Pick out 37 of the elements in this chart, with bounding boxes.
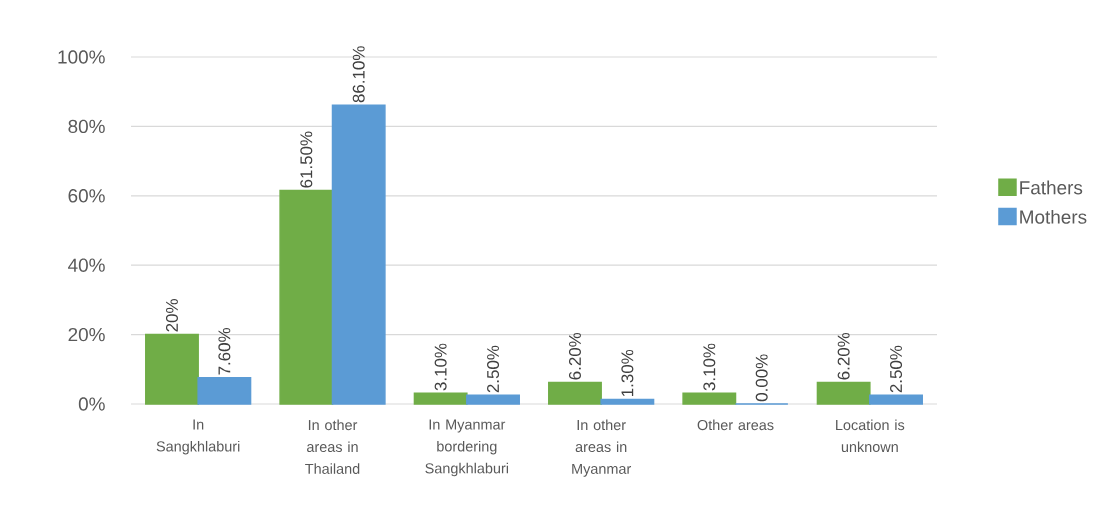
bar	[600, 398, 655, 405]
data-label: 86.10%	[352, 46, 365, 103]
bar	[466, 394, 520, 405]
x-tick-label: Location is unknown	[836, 419, 905, 453]
bar	[145, 333, 199, 405]
bar	[682, 392, 737, 405]
bar	[869, 394, 923, 405]
bar	[816, 381, 871, 405]
bar	[331, 104, 386, 405]
legend-label: Mothers	[1020, 209, 1087, 224]
data-label: 3.10%	[434, 343, 447, 391]
bar	[197, 376, 252, 405]
data-label: 7.60%	[218, 328, 231, 375]
y-tick-label: 60%	[68, 189, 105, 203]
y-tick-label: 100%	[58, 50, 105, 64]
x-tick-label: In Sangkhlaburi	[156, 419, 240, 455]
bar	[548, 381, 602, 405]
x-tick-label: In Myanmar bordering Sangkhlaburi	[425, 419, 508, 477]
y-tick-label: 80%	[68, 119, 105, 134]
bar	[413, 392, 468, 405]
data-label: 0.00%	[755, 354, 768, 402]
x-tick-label: In other areas in Myanmar	[572, 419, 632, 477]
data-label: 20%	[165, 299, 178, 332]
data-label: 2.50%	[890, 345, 903, 393]
y-tick-label: 40%	[68, 258, 105, 272]
y-tick-label: 0%	[78, 397, 105, 411]
legend-label: Fathers	[1020, 180, 1083, 195]
x-tick-label: In other areas in Thailand	[305, 419, 360, 474]
bar	[279, 189, 334, 405]
x-tick-label: Other areas	[697, 419, 774, 431]
data-label: 1.30%	[621, 349, 634, 396]
data-label: 6.20%	[837, 332, 850, 380]
data-label: 2.50%	[487, 345, 500, 393]
data-label: 61.50%	[300, 131, 313, 188]
data-label: 6.20%	[568, 332, 581, 380]
y-tick-label: 20%	[68, 327, 105, 342]
data-label: 3.10%	[703, 343, 716, 391]
